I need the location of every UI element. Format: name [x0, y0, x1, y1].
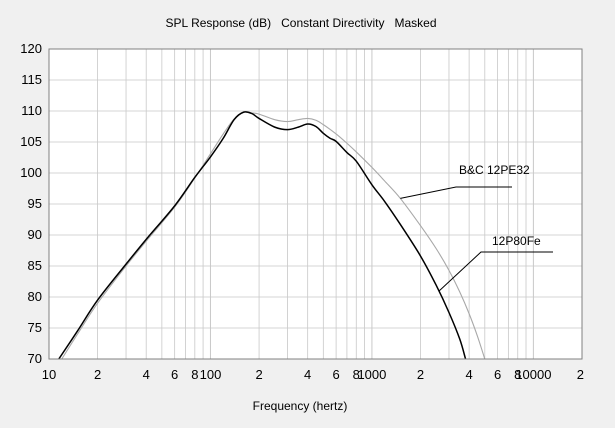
y-tick-label: 90	[28, 227, 42, 242]
x-tick-label: 2	[417, 367, 424, 382]
series-group	[58, 111, 486, 359]
chart-title: SPL Response (dB) Constant Directivity M…	[166, 16, 437, 30]
annotation-label: 12P80Fe	[492, 234, 541, 248]
x-tick-label: 4	[304, 367, 311, 382]
x-tick-label: 6	[494, 367, 501, 382]
x-tick-label: 10	[42, 367, 56, 382]
y-tick-label: 95	[28, 196, 42, 211]
y-axis-ticks: 70 75 80 85 90 95 100 105 110 115 120	[20, 41, 42, 366]
x-axis-label: Frequency (hertz)	[253, 399, 348, 413]
y-tick-label: 110	[21, 103, 42, 118]
y-tick-label: 100	[20, 165, 42, 180]
y-tick-label: 120	[20, 41, 42, 56]
y-tick-label: 105	[20, 134, 42, 149]
x-tick-label: 2	[94, 367, 101, 382]
x-tick-label: 100	[200, 367, 222, 382]
x-tick-label: 8	[191, 367, 198, 382]
annotation-leader-line	[400, 186, 512, 199]
series-line-12p80fe	[58, 111, 467, 359]
x-tick-label: 1000	[357, 367, 386, 382]
y-tick-label: 75	[28, 320, 42, 335]
plot-border	[48, 48, 583, 360]
y-tick-label: 115	[21, 72, 42, 87]
annotation-leader-line	[438, 251, 553, 292]
x-tick-label: 6	[171, 367, 178, 382]
x-tick-label: 6	[332, 367, 339, 382]
x-tick-label: 4	[143, 367, 150, 382]
x-tick-label: 2	[255, 367, 262, 382]
y-tick-label: 80	[28, 289, 42, 304]
x-tick-label: 8	[353, 367, 360, 382]
x-tick-label: 4	[466, 367, 473, 382]
y-tick-label: 85	[28, 258, 42, 273]
y-tick-label: 70	[28, 351, 42, 366]
annotations: B&C 12PE32 12P80Fe	[400, 163, 553, 292]
grid	[49, 49, 582, 359]
x-tick-label: 8	[514, 367, 521, 382]
x-tick-label: 2	[577, 367, 584, 382]
x-tick-label: 10000	[515, 367, 551, 382]
annotation-label: B&C 12PE32	[459, 163, 530, 177]
